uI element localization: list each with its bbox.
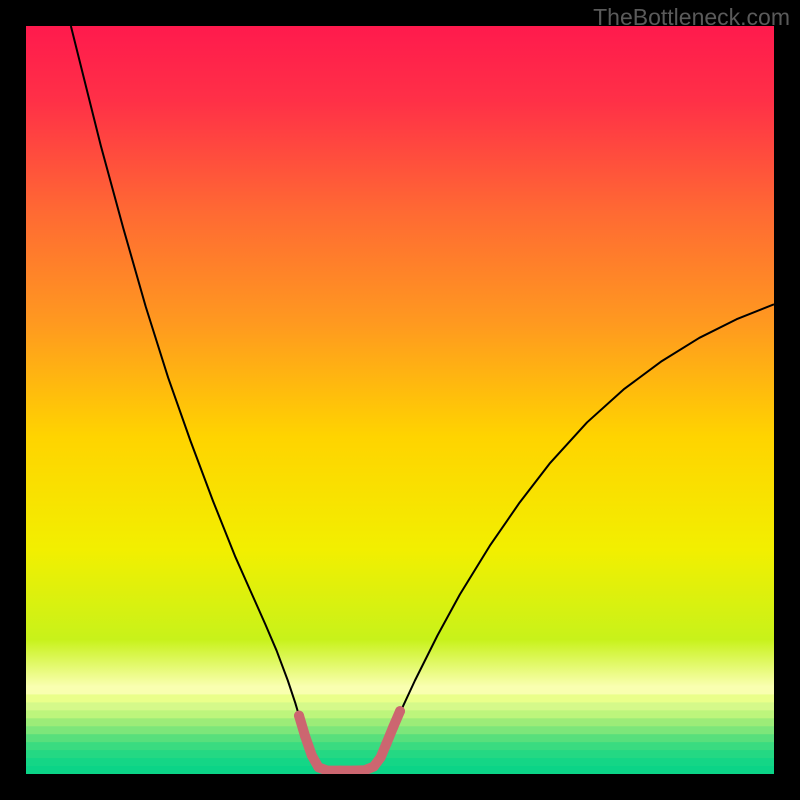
gradient-background <box>26 26 774 774</box>
bottleneck-curve-chart <box>26 26 774 774</box>
green-stripe-band <box>26 686 774 774</box>
watermark-label: TheBottleneck.com <box>593 4 790 31</box>
chart-root: TheBottleneck.com <box>0 0 800 800</box>
